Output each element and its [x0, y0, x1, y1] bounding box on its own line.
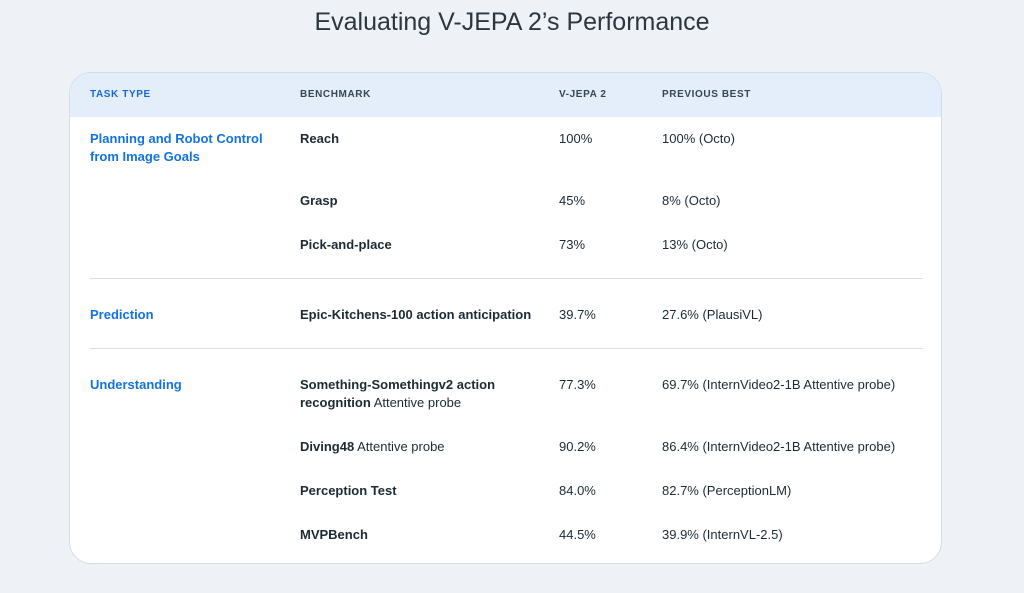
results-table: TASK TYPE BENCHMARK V-JEPA 2 PREVIOUS BE… — [69, 72, 942, 564]
previous-best-score: 86.4% (InternVideo2-1B Attentive probe) — [662, 439, 896, 454]
benchmark-cell: Pick-and-place — [300, 236, 550, 254]
vjepa2-score: 100% — [559, 131, 593, 146]
benchmark-cell: Reach — [300, 130, 550, 148]
benchmark-name: Perception Test — [300, 483, 397, 498]
vjepa2-score: 84.0% — [559, 483, 596, 498]
benchmark-cell: Epic-Kitchens-100 action anticipation — [300, 306, 550, 324]
table-header: TASK TYPE BENCHMARK V-JEPA 2 PREVIOUS BE… — [70, 73, 941, 117]
vjepa2-score: 77.3% — [559, 377, 596, 392]
previous-best-score: 100% (Octo) — [662, 131, 735, 146]
task-type-planning: Planning and Robot Control from Image Go… — [90, 131, 263, 164]
previous-best-score: 82.7% (PerceptionLM) — [662, 483, 792, 498]
vjepa2-score: 45% — [559, 193, 586, 208]
benchmark-method: Attentive probe — [373, 395, 462, 410]
benchmark-cell: MVPBench — [300, 526, 550, 544]
vjepa2-score: 44.5% — [559, 527, 596, 542]
benchmark-name: Pick-and-place — [300, 237, 392, 252]
header-task-type: TASK TYPE — [90, 89, 151, 100]
previous-best-score: 39.9% (InternVL-2.5) — [662, 527, 783, 542]
benchmark-cell: Diving48 Attentive probe — [300, 438, 550, 456]
task-type-prediction: Prediction — [90, 307, 154, 322]
header-benchmark: BENCHMARK — [300, 89, 371, 100]
vjepa2-score: 90.2% — [559, 439, 596, 454]
vjepa2-score: 73% — [559, 237, 586, 252]
previous-best-score: 8% (Octo) — [662, 193, 721, 208]
previous-best-score: 69.7% (InternVideo2-1B Attentive probe) — [662, 377, 896, 392]
page-title: Evaluating V-JEPA 2’s Performance — [314, 8, 710, 36]
benchmark-name: Reach — [300, 131, 340, 146]
benchmark-method: Attentive probe — [357, 439, 445, 454]
benchmark-cell: Perception Test — [300, 482, 550, 500]
group-divider — [90, 278, 923, 279]
benchmark-cell: Something-Somethingv2 action recognition… — [300, 376, 540, 412]
previous-best-score: 27.6% (PlausiVL) — [662, 307, 763, 322]
benchmark-name: MVPBench — [300, 527, 368, 542]
header-previous-best: PREVIOUS BEST — [662, 89, 751, 100]
task-type-understanding: Understanding — [90, 377, 182, 392]
benchmark-name: Epic-Kitchens-100 action anticipation — [300, 307, 532, 322]
previous-best-score: 13% (Octo) — [662, 237, 728, 252]
header-vjepa2: V-JEPA 2 — [559, 89, 607, 100]
benchmark-name: Something-Somethingv2 action recognition — [300, 377, 496, 410]
group-divider — [90, 348, 923, 349]
benchmark-name: Diving48 — [300, 439, 355, 454]
benchmark-name: Grasp — [300, 193, 338, 208]
benchmark-cell: Grasp — [300, 192, 550, 210]
vjepa2-score: 39.7% — [559, 307, 596, 322]
